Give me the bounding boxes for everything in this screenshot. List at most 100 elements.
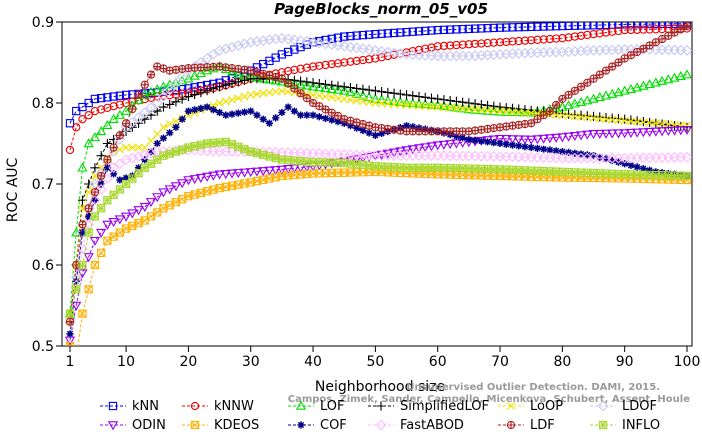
data-point bbox=[102, 220, 113, 230]
data-point bbox=[153, 130, 162, 139]
x-tick-label: 1 bbox=[66, 354, 75, 370]
data-point bbox=[301, 80, 312, 90]
data-point bbox=[346, 122, 355, 130]
data-point bbox=[91, 196, 99, 204]
data-point bbox=[189, 175, 200, 185]
data-point bbox=[282, 33, 294, 45]
data-point bbox=[501, 135, 512, 145]
data-point bbox=[477, 24, 486, 33]
data-point bbox=[116, 176, 124, 184]
legend-marker bbox=[190, 401, 200, 411]
data-point bbox=[377, 87, 387, 97]
data-point bbox=[295, 76, 306, 86]
data-point bbox=[159, 123, 168, 132]
data-point bbox=[121, 90, 131, 100]
data-point bbox=[463, 104, 475, 114]
data-point bbox=[657, 24, 667, 34]
data-point bbox=[265, 119, 274, 127]
data-point bbox=[214, 170, 225, 180]
data-point bbox=[209, 106, 217, 114]
data-point bbox=[383, 99, 392, 108]
data-point bbox=[594, 129, 605, 139]
data-point bbox=[388, 47, 400, 59]
data-point bbox=[570, 22, 579, 30]
data-point bbox=[345, 41, 356, 53]
data-point bbox=[645, 25, 654, 34]
data-point bbox=[170, 182, 182, 192]
data-point bbox=[639, 25, 648, 34]
data-point bbox=[203, 103, 211, 111]
data-point bbox=[290, 45, 299, 54]
series-line-fastabod bbox=[69, 149, 688, 322]
data-point bbox=[259, 115, 267, 123]
data-point bbox=[676, 25, 685, 34]
x-tick-label: 90 bbox=[616, 354, 634, 370]
legend-item-inflo: INFLO bbox=[590, 418, 660, 433]
data-point bbox=[271, 153, 280, 163]
data-point bbox=[215, 99, 224, 107]
data-point bbox=[289, 164, 300, 174]
data-point bbox=[675, 70, 686, 81]
data-point bbox=[601, 66, 611, 75]
data-point bbox=[594, 92, 605, 102]
x-tick-label: 10 bbox=[117, 354, 135, 370]
data-point bbox=[570, 32, 579, 41]
data-point bbox=[613, 87, 624, 97]
data-point bbox=[620, 116, 629, 125]
data-point bbox=[638, 80, 649, 90]
data-point bbox=[309, 111, 317, 119]
y-tick-label: 0.6 bbox=[32, 258, 54, 274]
y-tick-label: 0.8 bbox=[32, 96, 54, 112]
data-point bbox=[164, 84, 176, 96]
data-point bbox=[519, 135, 531, 145]
data-point bbox=[446, 25, 455, 34]
data-point bbox=[133, 151, 144, 162]
data-point bbox=[97, 93, 106, 103]
legend-item-simplifiedlof: SimplifiedLOF bbox=[368, 399, 489, 414]
data-point bbox=[258, 167, 269, 177]
data-point bbox=[195, 173, 207, 183]
data-point bbox=[608, 156, 616, 165]
legend-item-odin: ODIN bbox=[100, 418, 166, 433]
data-point bbox=[327, 80, 337, 90]
data-point bbox=[533, 35, 542, 44]
data-point bbox=[650, 77, 661, 87]
data-point bbox=[153, 139, 161, 148]
data-point bbox=[139, 149, 151, 161]
data-point bbox=[646, 166, 654, 174]
data-point bbox=[471, 105, 480, 114]
data-point bbox=[126, 152, 138, 164]
data-point bbox=[370, 93, 381, 103]
data-point bbox=[577, 112, 586, 121]
data-point bbox=[408, 91, 418, 101]
data-point bbox=[232, 40, 244, 51]
data-point bbox=[196, 88, 206, 98]
data-point bbox=[426, 142, 437, 152]
data-point bbox=[276, 32, 288, 44]
plot-area: 1 10 20 30 40 50 60 70 80 90 100 0.5 0.6 0.7 0.8 0.9 bbox=[32, 15, 701, 370]
data-point bbox=[439, 25, 449, 35]
data-point bbox=[109, 190, 118, 199]
data-point bbox=[626, 51, 636, 60]
data-point bbox=[177, 179, 188, 189]
data-point bbox=[220, 43, 232, 55]
data-point bbox=[233, 169, 244, 179]
data-point bbox=[414, 45, 424, 55]
data-point bbox=[470, 24, 480, 33]
data-point bbox=[395, 89, 405, 99]
data-point bbox=[550, 133, 562, 143]
data-point bbox=[66, 330, 74, 338]
data-point bbox=[608, 62, 617, 71]
data-point bbox=[270, 166, 281, 176]
data-point bbox=[251, 167, 263, 177]
data-point bbox=[245, 168, 256, 178]
data-point bbox=[645, 22, 654, 29]
data-point bbox=[439, 41, 449, 51]
data-point bbox=[575, 131, 587, 141]
data-point bbox=[389, 88, 399, 98]
data-point bbox=[320, 83, 331, 93]
data-point bbox=[545, 34, 555, 44]
legend-marker bbox=[108, 401, 118, 411]
data-point bbox=[122, 174, 130, 182]
